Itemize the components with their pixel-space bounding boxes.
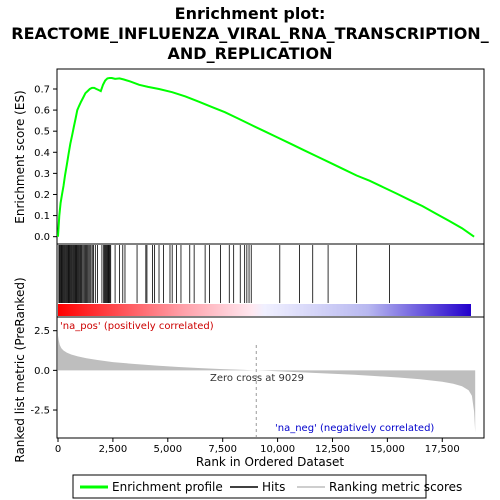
es-y-tick-label: 0.7 [34,84,50,95]
es-y-axis-label: Enrichment score (ES) [13,90,27,223]
x-tick-label: 7,500 [208,444,237,455]
x-axis-label: Rank in Ordered Dataset [196,455,344,469]
legend-label-profile: Enrichment profile [112,480,223,494]
rank-y-ticks: 2.5 0.0 -2.5 [30,326,57,416]
neg-annotation: 'na_neg' (negatively correlated) [275,423,434,434]
es-panel: 0.0 0.1 0.2 0.3 0.4 0.5 0.6 0.7 Enrichment scor… [13,69,484,244]
legend-label-metric: Ranking metric scores [329,480,462,494]
es-y-tick-label: 0.3 [34,169,50,180]
rank-y-tick-label: 0.0 [34,366,50,377]
title-line-2: REACTOME_INFLUENZA_VIRAL_RNA_TRANSCRIPTI… [11,24,488,43]
hits-panel [57,244,484,317]
rank-colour-bar [58,304,471,316]
zero-cross-annotation: Zero cross at 9029 [210,373,304,384]
x-tick-label: 15,000 [370,444,405,455]
x-tick-label: 5,000 [153,444,182,455]
es-y-tick-label: 0.6 [34,106,50,117]
rank-y-tick-label: -2.5 [30,406,50,417]
es-y-tick-label: 0.1 [34,211,50,222]
es-y-tick-label: 0.5 [34,127,50,138]
rank-y-axis-label: Ranked list metric (PreRanked) [13,277,27,462]
es-y-tick-label: 0.4 [34,148,50,159]
x-ticks: 0 2,500 5,000 7,500 10,000 12,500 15,000 17,500 [55,438,460,455]
x-tick-label: 2,500 [99,444,128,455]
rank-y-tick-label: 2.5 [34,326,50,337]
x-tick-label: 10,000 [260,444,295,455]
es-y-tick-label: 0.0 [34,232,50,243]
title-line-1: Enrichment plot: [175,4,326,23]
title-line-3: AND_REPLICATION [168,44,333,63]
es-panel-frame [57,69,484,244]
es-y-ticks: 0.0 0.1 0.2 0.3 0.4 0.5 0.6 0.7 [34,84,57,243]
legend-label-hits: Hits [262,480,285,494]
x-tick-label: 12,500 [315,444,350,455]
pos-annotation: 'na_pos' (positively correlated) [60,321,214,332]
legend: Enrichment profile Hits Ranking metric s… [73,475,462,498]
x-tick-label: 17,500 [425,444,460,455]
es-y-tick-label: 0.2 [34,190,50,201]
x-tick-label: 0 [55,444,61,455]
